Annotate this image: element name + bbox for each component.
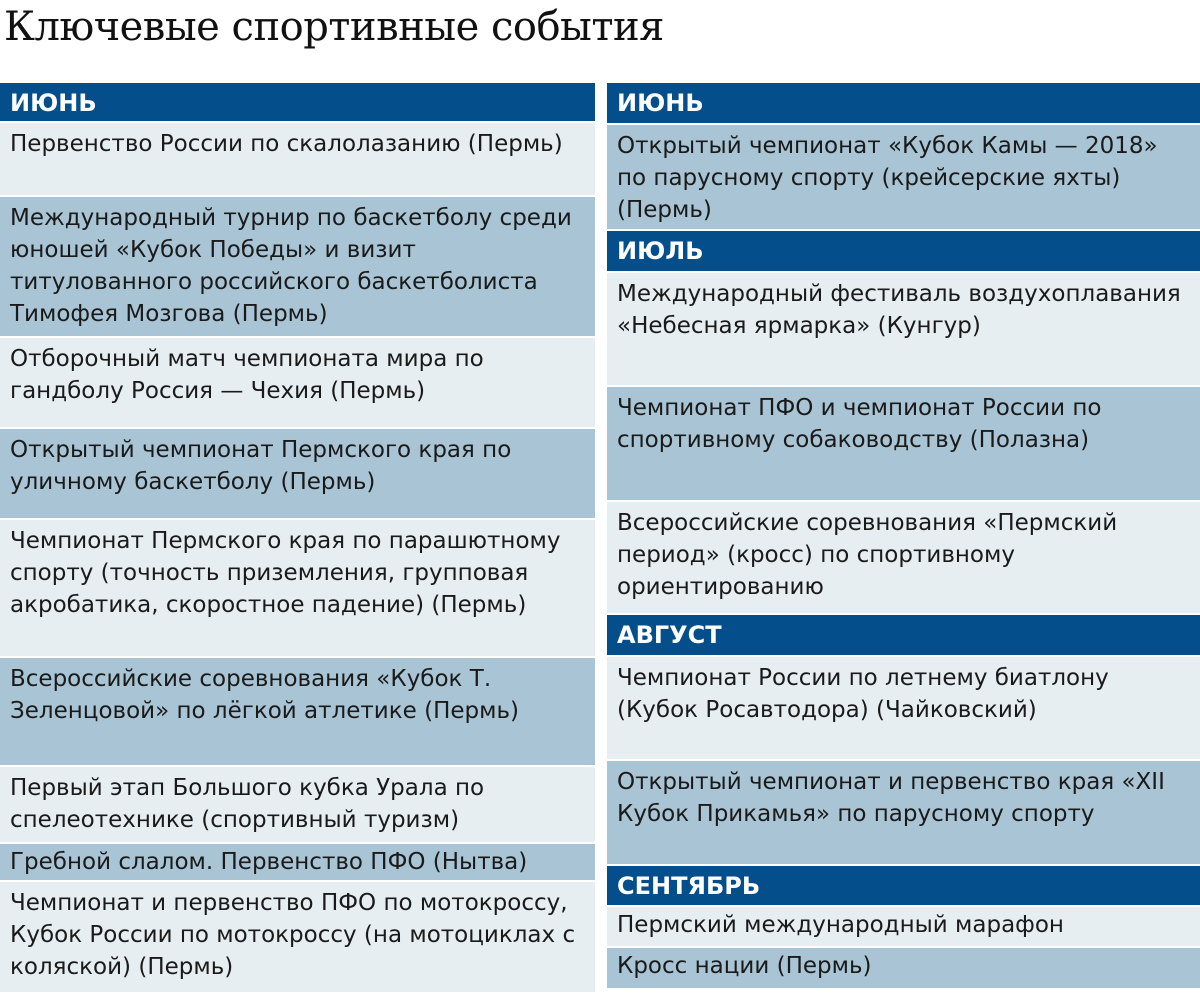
right-column: ИЮНЬ Открытый чемпионат «Кубок Камы — 20… — [607, 83, 1200, 990]
event-item: Открытый чемпионат и первенство края «XI… — [607, 761, 1200, 864]
event-item: Чемпионат Пермского края по парашютному … — [0, 520, 595, 656]
event-item: Международный фестиваль воздухоплавания … — [607, 273, 1200, 385]
event-item: Открытый чемпионат Пермского края по ули… — [0, 429, 595, 518]
event-item: Чемпионат ПФО и чемпионат России по спор… — [607, 387, 1200, 500]
event-item: Международный турнир по баскетболу среди… — [0, 197, 595, 336]
event-item: Всероссийские соревнования «Кубок Т. Зел… — [0, 658, 595, 765]
month-header-august: АВГУСТ — [607, 615, 1200, 655]
month-header-july: ИЮЛЬ — [607, 231, 1200, 271]
event-item: Кросс нации (Пермь) — [607, 948, 1200, 988]
event-item: Отборочный матч чемпионата мира по гандб… — [0, 338, 595, 427]
event-item: Всероссийские соревнования «Пермский пер… — [607, 502, 1200, 613]
event-item: Чемпионат и первенство ПФО по мотокроссу… — [0, 882, 595, 992]
month-header-september: СЕНТЯБРЬ — [607, 866, 1200, 905]
event-item: Первый этап Большого кубка Урала по спел… — [0, 767, 595, 842]
event-item: Открытый чемпионат «Кубок Камы — 2018» п… — [607, 125, 1200, 229]
event-item: Первенство России по скалолазанию (Пермь… — [0, 123, 595, 195]
month-header-june: ИЮНЬ — [0, 83, 595, 121]
page-title: Ключевые спортивные события — [4, 4, 664, 50]
event-item: Гребной слалом. Первенство ПФО (Нытва) — [0, 844, 595, 880]
event-item: Чемпионат России по летнему биатлону (Ку… — [607, 657, 1200, 759]
event-item: Пермский международный марафон — [607, 907, 1200, 946]
left-column: ИЮНЬ Первенство России по скалолазанию (… — [0, 83, 595, 994]
month-header-june: ИЮНЬ — [607, 83, 1200, 123]
